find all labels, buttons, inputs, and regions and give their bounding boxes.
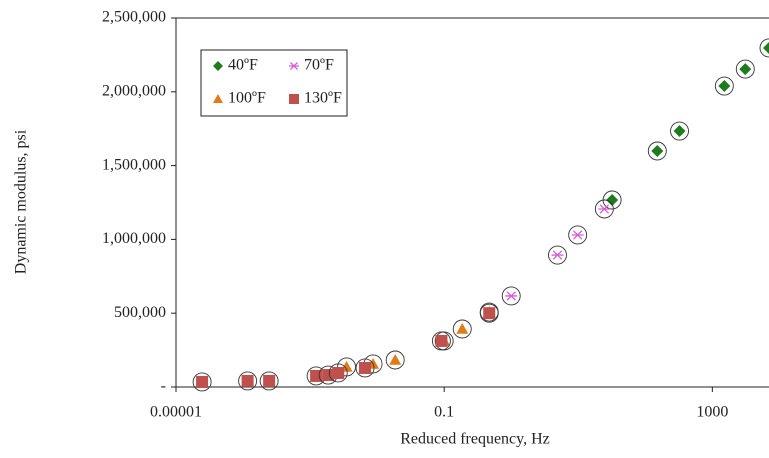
marker-square bbox=[263, 374, 276, 387]
y-tick-label: 1,000,000 bbox=[102, 230, 166, 247]
point-ring bbox=[328, 363, 348, 383]
marker-square bbox=[289, 94, 299, 104]
x-axis-label: Reduced frequency, Hz bbox=[400, 431, 550, 448]
x-tick-label: 1000 bbox=[696, 404, 728, 421]
data-point bbox=[238, 371, 258, 391]
marker-triangle bbox=[389, 353, 402, 365]
data-point bbox=[548, 245, 567, 265]
marker-diamond bbox=[718, 80, 731, 93]
marker-diamond bbox=[673, 125, 686, 138]
y-tick-label: - bbox=[161, 378, 166, 395]
marker-asterisk bbox=[505, 291, 518, 301]
legend-label: 40ºF bbox=[228, 57, 258, 74]
data-point bbox=[714, 76, 734, 96]
data-point bbox=[385, 350, 405, 370]
data-point bbox=[452, 319, 472, 339]
x-tick-label: 0.00001 bbox=[150, 404, 202, 421]
y-tick-label: 2,000,000 bbox=[102, 82, 166, 99]
x-tick-label: 0.1 bbox=[434, 404, 454, 421]
point-ring bbox=[548, 245, 567, 265]
data-point bbox=[670, 121, 689, 141]
point-ring bbox=[192, 372, 212, 392]
marker-diamond bbox=[606, 193, 619, 206]
marker-diamond bbox=[651, 144, 664, 157]
point-ring bbox=[238, 371, 258, 391]
marker-diamond bbox=[763, 41, 769, 54]
marker-asterisk bbox=[551, 250, 564, 260]
point-ring bbox=[452, 319, 472, 339]
y-tick-label: 2,500,000 bbox=[102, 9, 166, 26]
y-axis-label: Dynamic modulus, psi bbox=[13, 129, 30, 274]
marker-square bbox=[196, 375, 209, 388]
data-point bbox=[594, 199, 614, 219]
marker-diamond bbox=[739, 63, 752, 76]
data-point bbox=[479, 303, 499, 323]
point-ring bbox=[385, 350, 405, 370]
data-point bbox=[328, 363, 348, 383]
data-point bbox=[431, 331, 451, 351]
data-point bbox=[647, 141, 667, 161]
legend-box bbox=[200, 49, 348, 117]
point-ring bbox=[647, 141, 667, 161]
plot-area bbox=[192, 38, 769, 392]
point-ring bbox=[568, 225, 588, 245]
marker-asterisk bbox=[571, 230, 584, 240]
data-point bbox=[192, 372, 212, 392]
data-point bbox=[355, 358, 375, 378]
point-ring bbox=[714, 76, 734, 96]
legend-label: 100ºF bbox=[228, 90, 266, 107]
data-point bbox=[259, 371, 279, 391]
marker-diamond bbox=[213, 61, 223, 71]
point-ring bbox=[431, 331, 451, 351]
y-tick-label: 500,000 bbox=[114, 304, 166, 321]
data-point bbox=[759, 38, 769, 58]
marker-triangle bbox=[213, 94, 223, 103]
data-point bbox=[568, 225, 588, 245]
legend-label: 70ºF bbox=[304, 57, 334, 74]
point-ring bbox=[735, 59, 755, 79]
point-ring bbox=[594, 199, 614, 219]
point-ring bbox=[259, 371, 279, 391]
marker-square bbox=[483, 307, 496, 320]
marker-square bbox=[241, 374, 254, 387]
point-ring bbox=[759, 38, 769, 58]
marker-square bbox=[359, 361, 372, 374]
point-ring bbox=[355, 358, 375, 378]
point-ring bbox=[501, 286, 521, 306]
y-tick-label: 1,500,000 bbox=[102, 156, 166, 173]
data-point bbox=[501, 286, 521, 306]
marker-square bbox=[435, 334, 448, 347]
marker-square bbox=[332, 366, 345, 379]
point-ring bbox=[670, 121, 689, 141]
data-point bbox=[735, 59, 755, 79]
point-ring bbox=[479, 303, 499, 323]
marker-asterisk bbox=[598, 204, 611, 214]
marker-asterisk bbox=[289, 62, 299, 70]
legend-label: 130ºF bbox=[304, 90, 342, 107]
marker-triangle bbox=[456, 322, 469, 334]
